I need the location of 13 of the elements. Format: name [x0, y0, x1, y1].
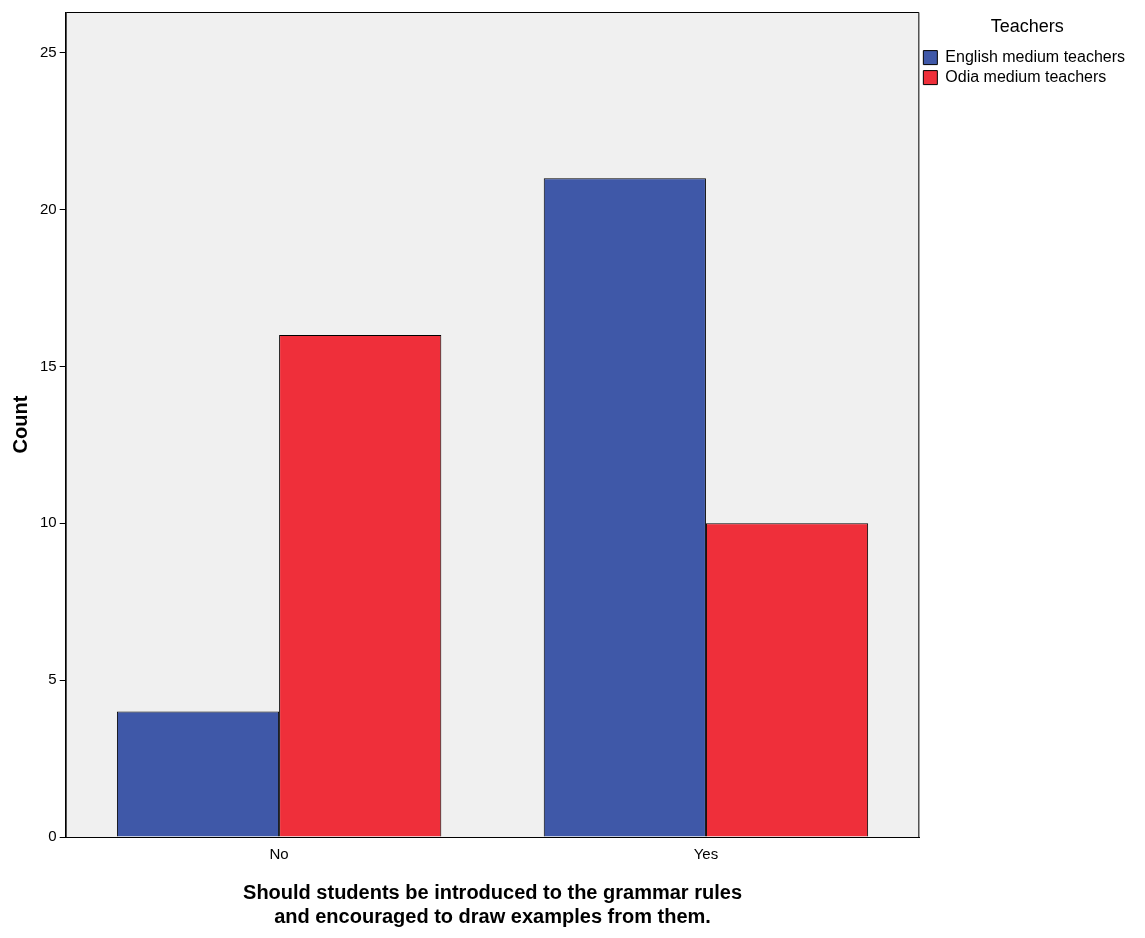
y-tick-label: 10 — [40, 513, 57, 531]
x-tick-label: No — [269, 845, 289, 863]
x-axis-title: Should students be introduced to the grammar rules and encouraged to draw examples from them. — [243, 880, 742, 927]
legend-title: Teachers — [990, 15, 1064, 36]
y-axis-title: Count — [8, 395, 31, 454]
legend-label: Odia medium teachers — [945, 68, 1107, 86]
y-tick-label: 15 — [40, 356, 57, 374]
y-tick-label: 0 — [48, 827, 57, 845]
y-tick-label: 20 — [40, 199, 57, 217]
y-tick-label: 25 — [40, 42, 57, 60]
legend-label: English medium teachers — [945, 48, 1125, 66]
y-tick-label: 5 — [48, 670, 57, 688]
x-tick-label: Yes — [693, 845, 719, 863]
